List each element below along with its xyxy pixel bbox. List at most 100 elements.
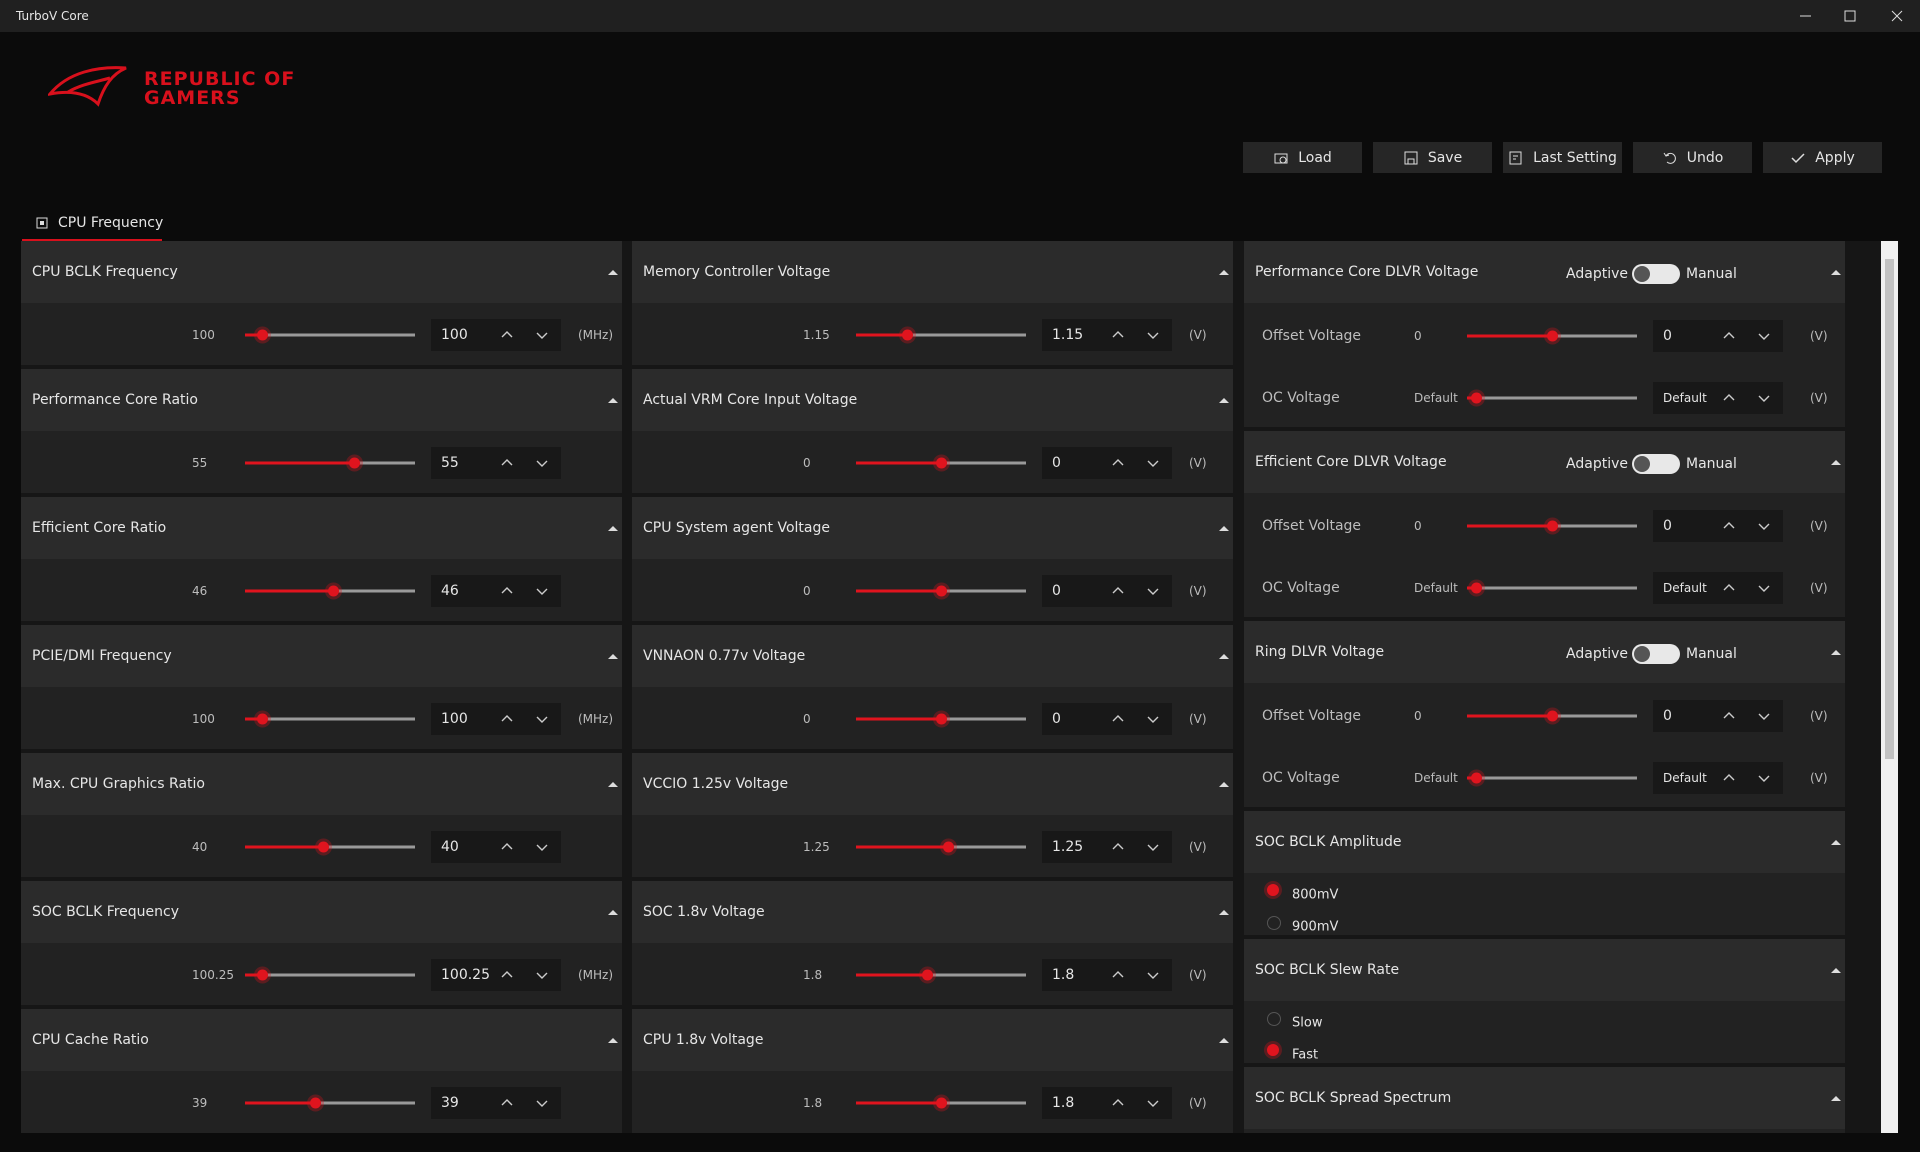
value-box[interactable]: 100.25 xyxy=(431,959,561,991)
slider-thumb[interactable] xyxy=(318,841,330,853)
slider[interactable] xyxy=(245,969,415,981)
slider-thumb[interactable] xyxy=(1547,710,1558,722)
increase-button[interactable] xyxy=(1110,1095,1126,1111)
collapse-button[interactable] xyxy=(1216,1032,1232,1048)
collapse-button[interactable] xyxy=(1828,644,1844,660)
value-box[interactable]: 100 xyxy=(431,703,561,735)
increase-button[interactable] xyxy=(499,455,515,471)
increase-button[interactable] xyxy=(499,583,515,599)
radio-button[interactable] xyxy=(1267,1044,1279,1056)
slider[interactable] xyxy=(1467,710,1637,722)
slider-thumb[interactable] xyxy=(309,1097,321,1109)
toolbar-button[interactable]: Save xyxy=(1373,142,1492,173)
toolbar-button[interactable]: Undo xyxy=(1633,142,1752,173)
slider-thumb[interactable] xyxy=(1547,520,1558,532)
collapse-button[interactable] xyxy=(605,264,621,280)
decrease-button[interactable] xyxy=(534,839,550,855)
slider-thumb[interactable] xyxy=(936,1097,947,1109)
slider-thumb[interactable] xyxy=(257,329,268,341)
mode-toggle[interactable] xyxy=(1632,264,1680,284)
decrease-button[interactable] xyxy=(534,327,550,343)
slider-thumb[interactable] xyxy=(328,585,340,597)
radio-button[interactable] xyxy=(1267,1012,1281,1026)
collapse-button[interactable] xyxy=(1216,648,1232,664)
slider[interactable] xyxy=(856,713,1026,725)
increase-button[interactable] xyxy=(1110,583,1126,599)
decrease-button[interactable] xyxy=(1756,518,1772,534)
slider-thumb[interactable] xyxy=(257,969,268,981)
value-box[interactable]: 46 xyxy=(431,575,561,607)
decrease-button[interactable] xyxy=(534,1095,550,1111)
collapse-button[interactable] xyxy=(605,392,621,408)
slider-thumb[interactable] xyxy=(1470,392,1482,404)
decrease-button[interactable] xyxy=(1756,708,1772,724)
collapse-button[interactable] xyxy=(605,648,621,664)
toolbar-button[interactable]: Last Setting xyxy=(1503,142,1622,173)
decrease-button[interactable] xyxy=(534,583,550,599)
collapse-button[interactable] xyxy=(1828,454,1844,470)
increase-button[interactable] xyxy=(1110,711,1126,727)
value-box[interactable]: 1.25 xyxy=(1042,831,1172,863)
increase-button[interactable] xyxy=(1721,708,1737,724)
slider[interactable] xyxy=(856,969,1026,981)
value-box[interactable]: Default xyxy=(1653,572,1783,604)
increase-button[interactable] xyxy=(499,1095,515,1111)
decrease-button[interactable] xyxy=(1145,711,1161,727)
collapse-button[interactable] xyxy=(1828,1090,1844,1106)
value-box[interactable]: 0 xyxy=(1653,320,1783,352)
increase-button[interactable] xyxy=(1110,967,1126,983)
tab[interactable]: CPU Frequency xyxy=(22,210,163,242)
slider[interactable] xyxy=(856,585,1026,597)
slider[interactable] xyxy=(1467,772,1637,784)
decrease-button[interactable] xyxy=(1145,583,1161,599)
value-box[interactable]: Default xyxy=(1653,762,1783,794)
collapse-button[interactable] xyxy=(1216,392,1232,408)
slider[interactable] xyxy=(856,1097,1026,1109)
slider-thumb[interactable] xyxy=(942,841,954,853)
increase-button[interactable] xyxy=(1721,328,1737,344)
slider[interactable] xyxy=(245,457,415,469)
decrease-button[interactable] xyxy=(1756,390,1772,406)
increase-button[interactable] xyxy=(1110,327,1126,343)
increase-button[interactable] xyxy=(499,967,515,983)
slider[interactable] xyxy=(245,713,415,725)
value-box[interactable]: 0 xyxy=(1653,700,1783,732)
slider[interactable] xyxy=(856,457,1026,469)
increase-button[interactable] xyxy=(1110,839,1126,855)
decrease-button[interactable] xyxy=(534,967,550,983)
slider[interactable] xyxy=(1467,582,1637,594)
slider-thumb[interactable] xyxy=(936,457,947,469)
slider[interactable] xyxy=(1467,392,1637,404)
slider[interactable] xyxy=(1467,520,1637,532)
decrease-button[interactable] xyxy=(1145,455,1161,471)
decrease-button[interactable] xyxy=(534,711,550,727)
slider[interactable] xyxy=(856,841,1026,853)
decrease-button[interactable] xyxy=(1756,580,1772,596)
slider-thumb[interactable] xyxy=(1470,582,1482,594)
toolbar-button[interactable]: Apply xyxy=(1763,142,1882,173)
slider-thumb[interactable] xyxy=(902,329,913,341)
collapse-button[interactable] xyxy=(1216,264,1232,280)
increase-button[interactable] xyxy=(1721,518,1737,534)
slider-thumb[interactable] xyxy=(348,457,360,469)
value-box[interactable]: 39 xyxy=(431,1087,561,1119)
increase-button[interactable] xyxy=(1721,770,1737,786)
collapse-button[interactable] xyxy=(1828,834,1844,850)
collapse-button[interactable] xyxy=(605,1032,621,1048)
collapse-button[interactable] xyxy=(605,904,621,920)
collapse-button[interactable] xyxy=(605,776,621,792)
decrease-button[interactable] xyxy=(1145,327,1161,343)
value-box[interactable]: 0 xyxy=(1042,703,1172,735)
decrease-button[interactable] xyxy=(1756,770,1772,786)
collapse-button[interactable] xyxy=(605,520,621,536)
value-box[interactable]: 1.8 xyxy=(1042,1087,1172,1119)
collapse-button[interactable] xyxy=(1828,962,1844,978)
collapse-button[interactable] xyxy=(1216,776,1232,792)
slider[interactable] xyxy=(245,841,415,853)
radio-button[interactable] xyxy=(1267,916,1281,930)
mode-toggle[interactable] xyxy=(1632,644,1680,664)
mode-toggle[interactable] xyxy=(1632,454,1680,474)
increase-button[interactable] xyxy=(499,839,515,855)
value-box[interactable]: 0 xyxy=(1653,510,1783,542)
value-box[interactable]: 0 xyxy=(1042,447,1172,479)
